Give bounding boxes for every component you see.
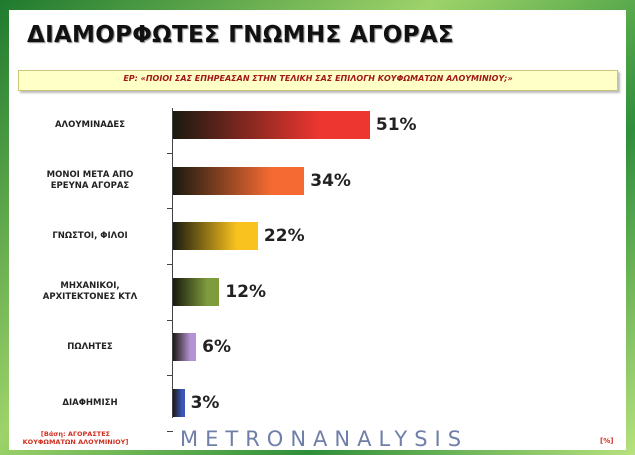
value-label: 3% xyxy=(190,393,220,413)
bar xyxy=(173,166,305,195)
bar xyxy=(173,333,197,362)
category-label: ΜΟΝΟΙ ΜΕΤΑ ΑΠΟ ΕΡΕΥΝΑ ΑΓΟΡΑΣ xyxy=(46,169,134,191)
category-label: ΔΙΑΦΗΜΙΣΗ xyxy=(62,397,118,408)
bar xyxy=(173,277,220,306)
value-label: 12% xyxy=(225,281,267,302)
bar xyxy=(173,222,258,251)
unit-note: [%] xyxy=(600,437,614,445)
chart-title: ΔΙΑΜΟΡΦΩΤΕΣ ΓΝΩΜΗΣ ΑΓΟΡΑΣ xyxy=(27,22,454,48)
category-axis xyxy=(172,108,173,418)
category-label: ΠΩΛΗΤΕΣ xyxy=(67,341,113,352)
tick-mark xyxy=(167,264,173,265)
question: ΕΡ: «ΠΟΙΟΙ ΣΑΣ ΕΠΗΡΕΑΣΑΝ ΣΤΗΝ ΤΕΛΙΚΗ ΣΑΣ… xyxy=(123,74,513,83)
value-label: 34% xyxy=(310,170,351,191)
tick-mark xyxy=(167,430,173,432)
value-label: 22% xyxy=(263,226,305,247)
base-note: [Βάση: ΑΓΟΡΑΣΤΕΣ ΚΟΥΦΩΜΑΤΩΝ ΑΛΟΥΜΙΝΙΟΥ] xyxy=(22,430,129,446)
value-label: 6% xyxy=(202,337,232,358)
tick-mark xyxy=(167,375,173,377)
tick-mark xyxy=(167,319,173,321)
category-label: ΜΗΧΑΝΙΚΟΙ, ΑΡΧΙΤΕΚΤΟΝΕΣ ΚΤΛ xyxy=(42,280,138,302)
tick-mark xyxy=(167,152,173,154)
bar xyxy=(173,111,370,139)
question-box xyxy=(18,70,618,91)
category-label: ΓΝΩΣΤΟΙ, ΦΙΛΟΙ xyxy=(52,230,128,241)
category-label: ΑΛΟΥΜΙΝΑΔΕΣ xyxy=(54,119,126,130)
bar xyxy=(173,389,185,417)
logo: METRONANALYSIS xyxy=(180,427,469,451)
tick-mark xyxy=(167,208,173,210)
value-label: 51% xyxy=(375,115,417,135)
